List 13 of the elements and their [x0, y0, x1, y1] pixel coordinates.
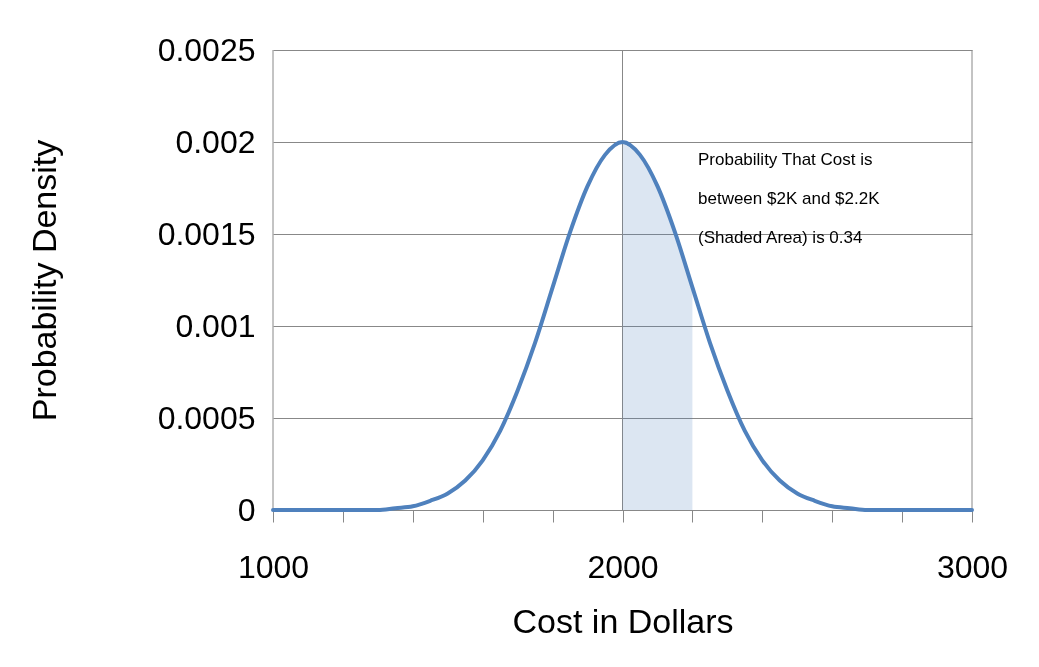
x-tick-label: 3000	[936, 548, 1009, 585]
annotation: Probability That Cost is between $2K and $2.2K (Shaded Area) is 0.34	[698, 150, 881, 247]
x-tick-label: 1000	[237, 548, 310, 585]
y-tick-label: 0.0015	[157, 215, 256, 252]
y-tick-label: 0.002	[175, 123, 256, 160]
y-tick-label: 0.0025	[157, 31, 256, 68]
line-series	[271, 140, 974, 512]
y-tick-label: 0.0005	[157, 399, 256, 436]
y-axis-title: Probability Density	[24, 139, 63, 422]
y-tick-label: 0	[237, 491, 256, 528]
x-tick-label: 2000	[587, 548, 659, 585]
x-axis-title: Cost in Dollars	[512, 601, 734, 640]
y-tick-label: 0.001	[175, 307, 256, 344]
